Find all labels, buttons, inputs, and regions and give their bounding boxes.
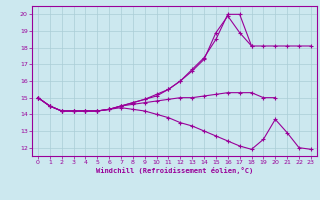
X-axis label: Windchill (Refroidissement éolien,°C): Windchill (Refroidissement éolien,°C) xyxy=(96,167,253,174)
